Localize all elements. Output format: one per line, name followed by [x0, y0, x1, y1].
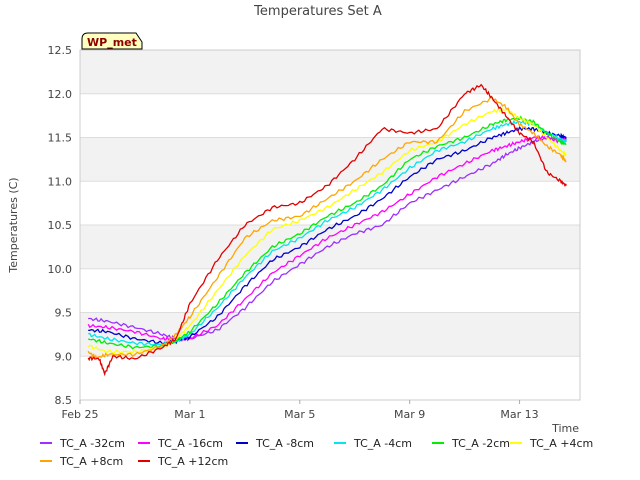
x-axis-ticks: Feb 25 Mar 1 Mar 5 Mar 9 Mar 13 [62, 400, 539, 421]
legend-label: TC_A +12cm [157, 455, 228, 468]
y-tick-label: 11.5 [48, 132, 73, 145]
station-badge: WP_met [81, 32, 143, 50]
series-lines [87, 83, 567, 377]
badge-label: WP_met [87, 36, 137, 49]
plot-band [80, 50, 580, 94]
x-axis-label: Time [551, 422, 579, 435]
y-tick-label: 12.5 [48, 44, 73, 57]
legend-label: TC_A +8cm [59, 455, 123, 468]
legend-entry: TC_A +4cm [510, 437, 593, 450]
chart-title: Temperatures Set A [253, 4, 382, 19]
legend-label: TC_A -2cm [451, 437, 510, 450]
y-tick-label: 11.0 [48, 175, 73, 188]
x-tick-label: Mar 13 [500, 408, 538, 421]
legend-entry: TC_A -8cm [236, 437, 314, 450]
y-axis-ticks: 8.5 9.0 9.5 10.0 10.5 11.0 11.5 12.0 12.5 [48, 44, 73, 407]
y-tick-label: 10.0 [48, 263, 73, 276]
y-tick-label: 9.5 [55, 307, 73, 320]
legend-entry: TC_A -32cm [40, 437, 125, 450]
x-tick-label: Mar 1 [174, 408, 205, 421]
legend-entry: TC_A -2cm [432, 437, 510, 450]
legend-label: TC_A -4cm [353, 437, 412, 450]
badge-shape [81, 32, 143, 50]
y-axis-label: Temperatures (C) [7, 177, 20, 273]
series-line-tc-a-12cm [87, 83, 567, 377]
x-tick-label: Feb 25 [62, 408, 99, 421]
legend-entry: TC_A -4cm [334, 437, 412, 450]
legend-label: TC_A -8cm [255, 437, 314, 450]
y-tick-label: 10.5 [48, 219, 73, 232]
legend-entry: TC_A -16cm [138, 437, 223, 450]
legend-entry: TC_A +12cm [138, 455, 228, 468]
x-tick-label: Mar 9 [394, 408, 425, 421]
x-tick-label: Mar 5 [284, 408, 315, 421]
legend: TC_A -32cm TC_A -16cm TC_A -8cm TC_A -4cm TC… [40, 437, 593, 468]
plot-bands [80, 50, 580, 400]
legend-label: TC_A -16cm [157, 437, 223, 450]
y-tick-label: 8.5 [55, 394, 73, 407]
plot-band [80, 356, 580, 400]
legend-entry: TC_A +8cm [40, 455, 123, 468]
plot-band [80, 268, 580, 313]
plot-band [80, 181, 580, 225]
plot-band [80, 137, 580, 182]
legend-label: TC_A -32cm [59, 437, 125, 450]
y-tick-label: 12.0 [48, 88, 73, 101]
legend-label: TC_A +4cm [529, 437, 593, 450]
y-tick-label: 9.0 [55, 350, 73, 363]
plot-frame [79, 49, 581, 401]
